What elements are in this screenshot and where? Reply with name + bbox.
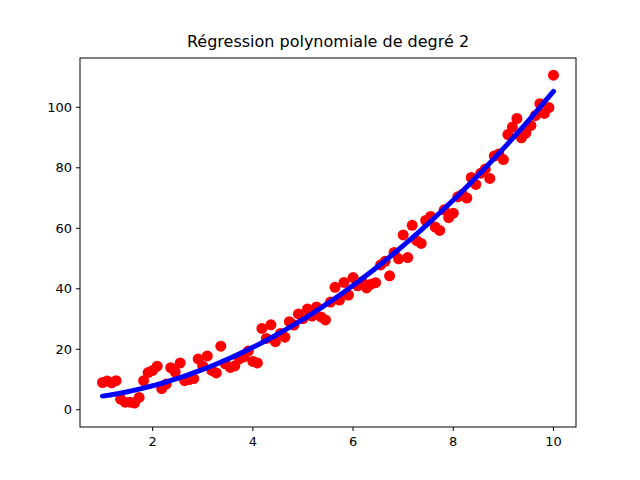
matplotlib-figure: 246810020406080100 Régression polynomial… <box>0 0 640 480</box>
chart-canvas: 246810020406080100 Régression polynomial… <box>0 0 640 480</box>
scatter-point <box>434 225 445 236</box>
scatter-point <box>398 229 409 240</box>
scatter-point <box>211 367 222 378</box>
scatter-point <box>152 361 163 372</box>
scatter-point <box>448 208 459 219</box>
y-tick-label: 100 <box>47 100 72 115</box>
scatter-point <box>202 350 213 361</box>
scatter-point <box>484 173 495 184</box>
x-tick-label: 8 <box>449 434 457 449</box>
scatter-point <box>370 277 381 288</box>
chart-title: Régression polynomiale de degré 2 <box>187 32 469 51</box>
scatter-point <box>511 113 522 124</box>
scatter-point <box>416 238 427 249</box>
scatter-point <box>384 270 395 281</box>
y-tick-label: 20 <box>55 342 72 357</box>
scatter-point <box>111 375 122 386</box>
x-tick-label: 4 <box>249 434 257 449</box>
scatter-point <box>407 220 418 231</box>
scatter-point <box>402 252 413 263</box>
x-tick-label: 2 <box>149 434 157 449</box>
scatter-point <box>134 392 145 403</box>
x-tick-label: 10 <box>545 434 562 449</box>
scatter-point <box>265 319 276 330</box>
x-tick-label: 6 <box>349 434 357 449</box>
y-tick-label: 60 <box>55 221 72 236</box>
scatter-point <box>175 357 186 368</box>
y-tick-label: 0 <box>64 402 72 417</box>
scatter-point <box>215 341 226 352</box>
y-tick-label: 80 <box>55 160 72 175</box>
scatter-point <box>252 357 263 368</box>
y-tick-label: 40 <box>55 281 72 296</box>
scatter-point <box>320 314 331 325</box>
scatter-point <box>548 70 559 81</box>
